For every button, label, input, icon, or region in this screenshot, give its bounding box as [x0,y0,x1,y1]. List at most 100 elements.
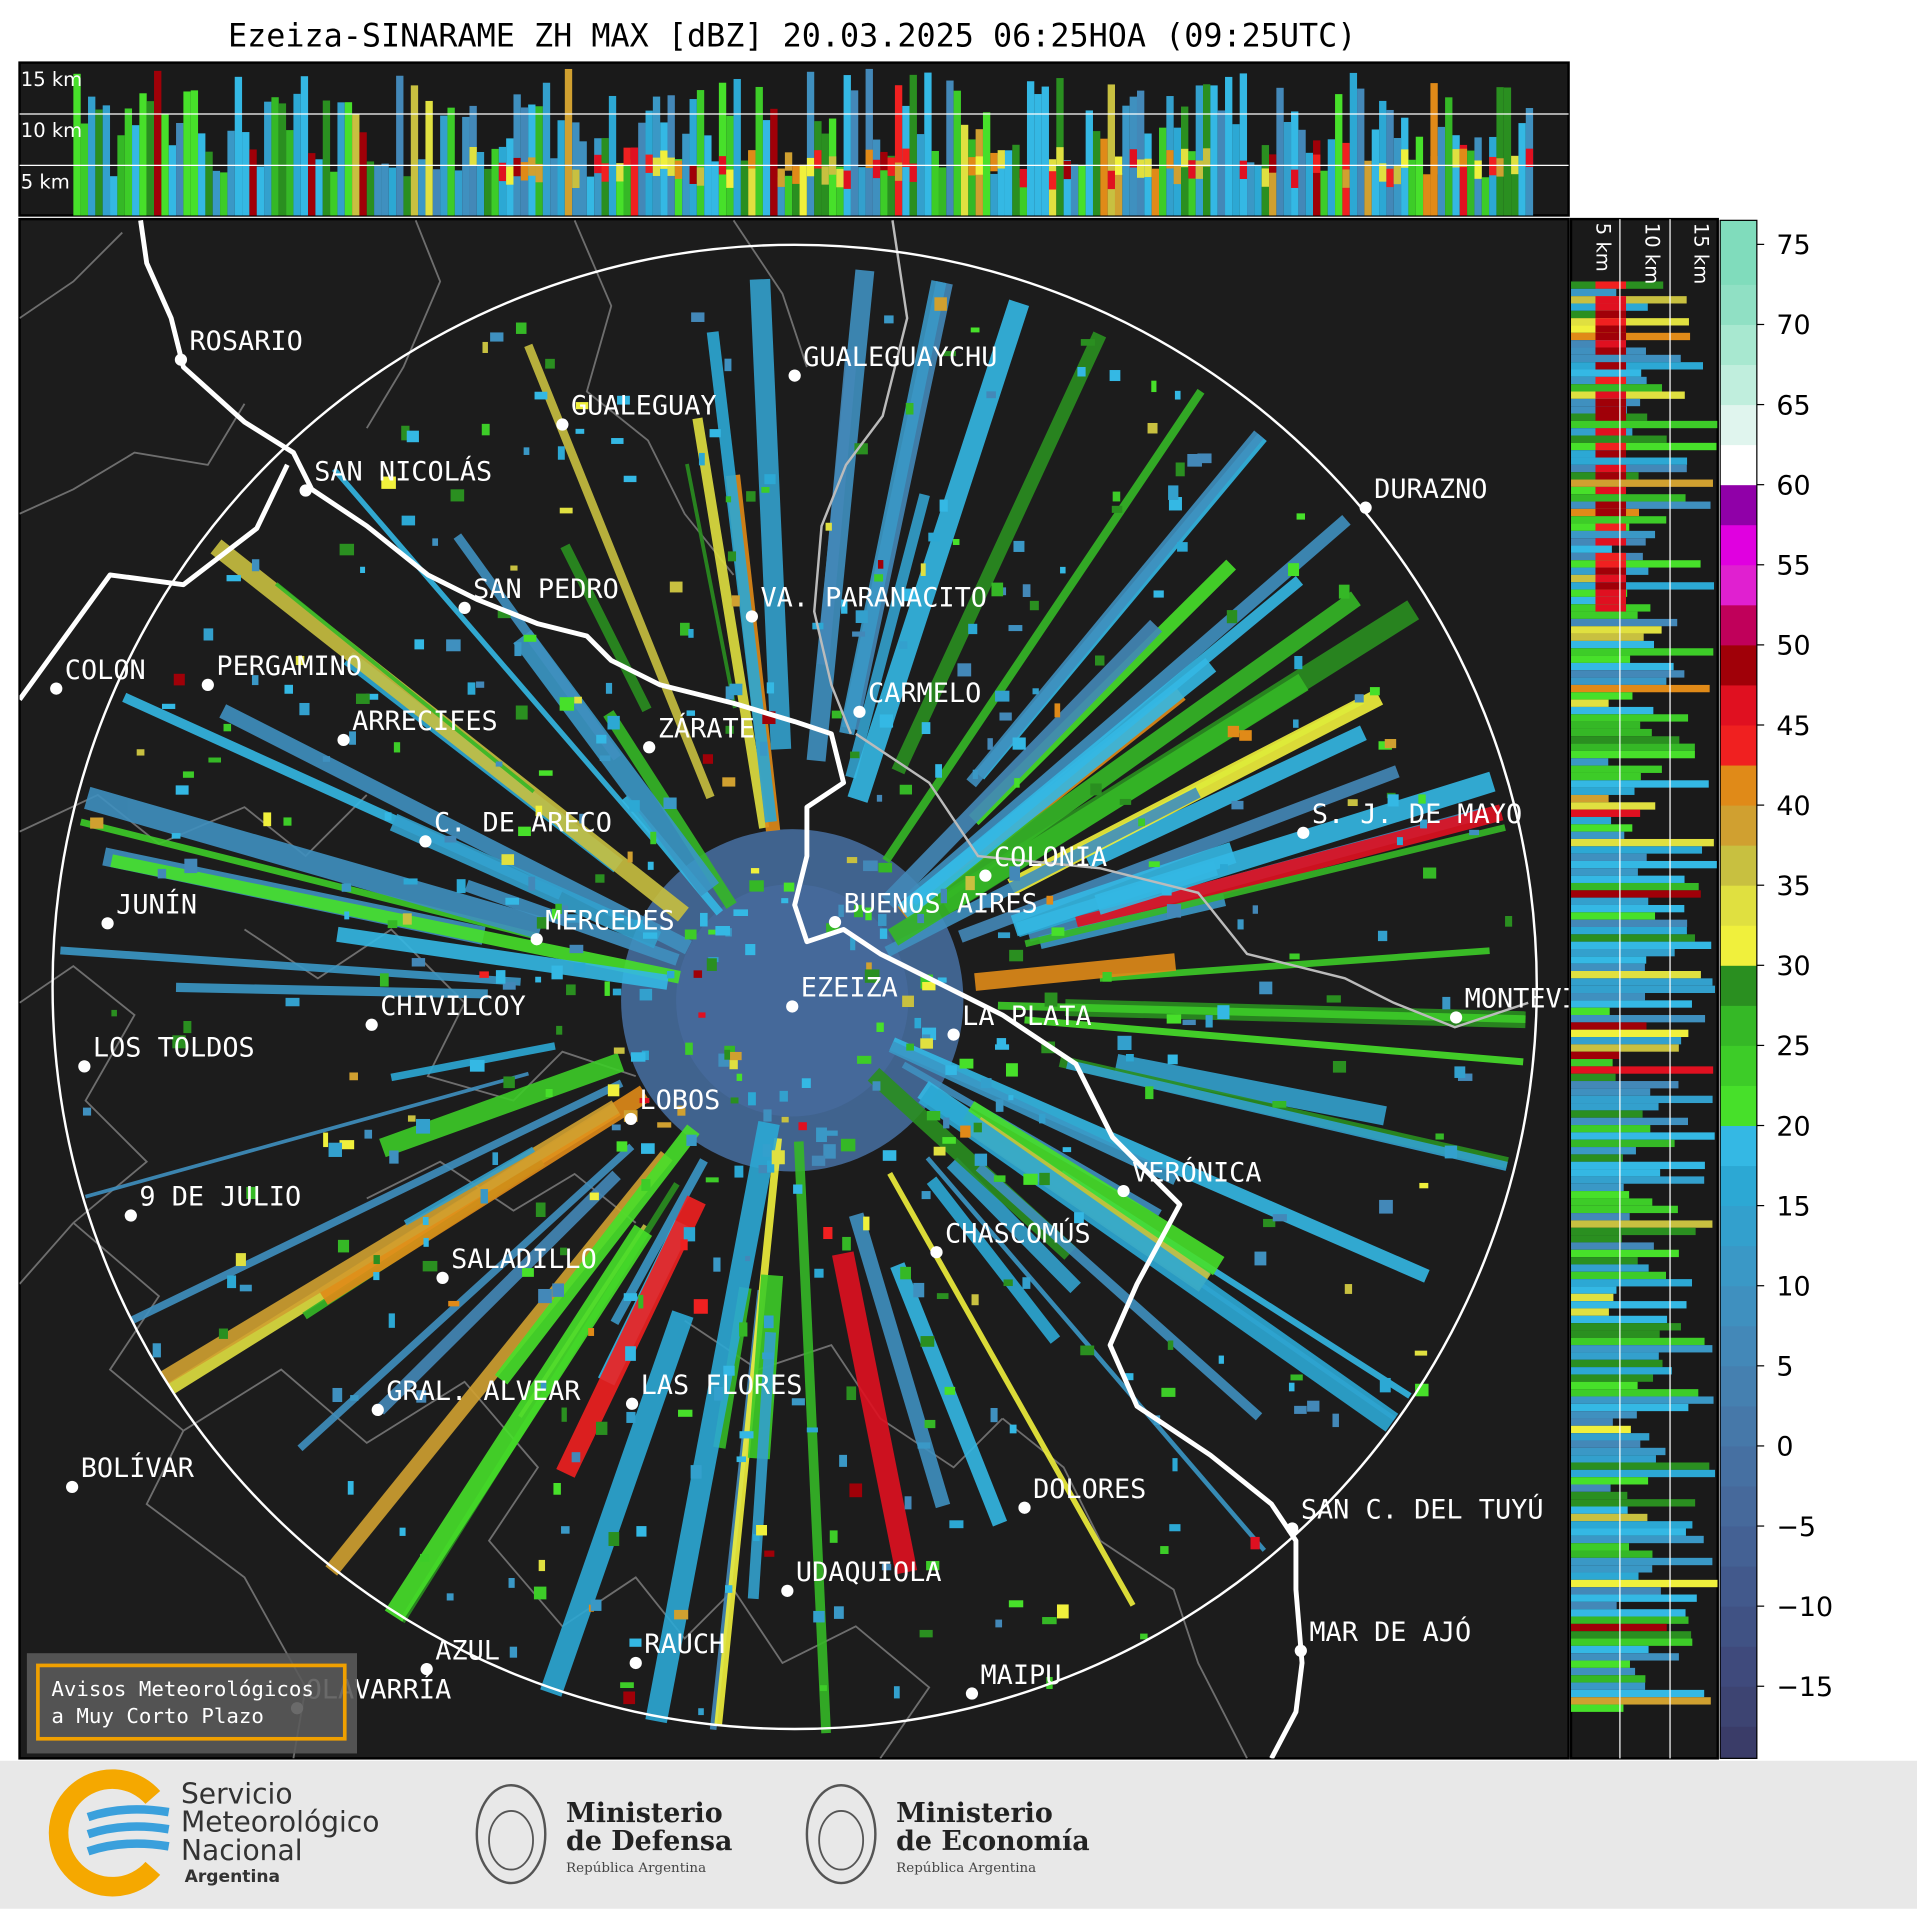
echo-cell [1332,1060,1347,1073]
echo-cell [920,563,926,576]
echo-cell [545,1088,553,1098]
profile-row [1571,1352,1659,1360]
logo-text: de Economía [896,1826,1090,1857]
city-label: SAN PEDRO [473,574,619,605]
echo-cell [863,1216,870,1231]
coast [855,732,1529,1029]
echo-cell [365,693,379,700]
city-dot [458,601,471,615]
echo-cell [1218,1355,1224,1364]
profile-core [1595,332,1627,341]
echo-cell [152,1343,161,1358]
profile-column [1107,84,1115,216]
echo-ray [966,430,1264,788]
echo-ray [130,1079,624,1324]
profile-column [931,150,939,216]
echo-cell [767,1160,775,1173]
profile-row [1571,1623,1667,1632]
colorbar-segment [1720,1686,1757,1727]
echo-cell [1167,1054,1178,1065]
profile-row [1571,1469,1716,1478]
profile-column [858,167,866,216]
profile-row [1571,956,1647,964]
echo-cell [921,1191,931,1200]
echo-cell [943,1117,950,1129]
profile-column [799,164,807,216]
profile-row [1571,706,1654,715]
city-label: LAS FLORES [641,1370,803,1401]
profile-row [1571,978,1713,986]
profile-row [1571,971,1701,979]
echo-cell [561,1407,567,1422]
echo-cell [623,475,637,483]
city-label: CHIVILCOY [380,991,526,1022]
echo-cell [1444,1145,1458,1159]
echo-cell [599,755,611,762]
profile-column [1019,177,1027,216]
profile-row [1571,1403,1689,1412]
echo-cell [714,1386,724,1401]
profile-row [1571,684,1710,693]
profile-core [652,157,661,176]
echo-cell [218,1328,228,1339]
echo-cell [709,429,721,438]
profile-core [1173,165,1182,185]
profile-column [1415,136,1424,216]
echo-cell [538,770,553,776]
echo-cell [995,690,1010,702]
profile-core [667,157,675,176]
logo-text: Argentina [185,1867,280,1887]
echo-ray [848,1212,951,1509]
echo-cell [937,977,947,983]
echo-cell [1227,725,1240,738]
profile-row [1571,611,1638,619]
echo-cell [702,754,713,764]
echo-cell [339,1140,355,1150]
colorbar-segment [1720,1285,1757,1327]
alert-box[interactable] [26,1653,357,1754]
echo-cell [850,751,860,759]
colorbar-tick-label: 30 [1776,951,1810,982]
profile-core [1181,148,1189,168]
profile-core [1595,442,1627,451]
profile-row [1571,296,1687,304]
echo-cell [538,1288,552,1304]
logo-text: Nacional [181,1834,303,1867]
echo-cell [849,1483,863,1498]
profile-row [1571,1528,1686,1536]
echo-cell [1111,505,1123,513]
city-label: BUENOS AIRES [844,888,1038,919]
profile-core [1019,168,1027,188]
city-label: BOLÍVAR [81,1452,195,1484]
profile-column [1511,158,1519,216]
profile-row [1571,1110,1643,1118]
profile-column [1254,165,1262,216]
profile-core [623,147,631,166]
profile-row [1571,1235,1622,1243]
echo-cell [698,452,705,466]
profile-column [689,99,697,216]
echo-cell [623,1293,638,1301]
profile-column [212,170,221,216]
profile-row [1571,1154,1623,1162]
profile-column [374,165,382,216]
echo-cell [922,982,936,991]
profile-row [1571,1147,1636,1155]
echo-cell [208,757,222,763]
echo-cell [1168,485,1179,500]
profile-row [1571,1081,1679,1089]
profile-column [410,85,419,216]
echo-cell [1008,1600,1024,1608]
echo-cell [814,1268,824,1278]
profile-column [110,176,118,216]
profile-core [1393,165,1402,185]
echo-ray [84,786,544,940]
echo-cell [595,1421,608,1435]
echo-cell [1168,497,1182,511]
profile-column [1357,88,1365,216]
echo-cell [522,1268,534,1277]
colorbar-segment [1720,1165,1757,1207]
profile-column [1371,129,1380,216]
city-label: LA PLATA [962,1001,1091,1032]
